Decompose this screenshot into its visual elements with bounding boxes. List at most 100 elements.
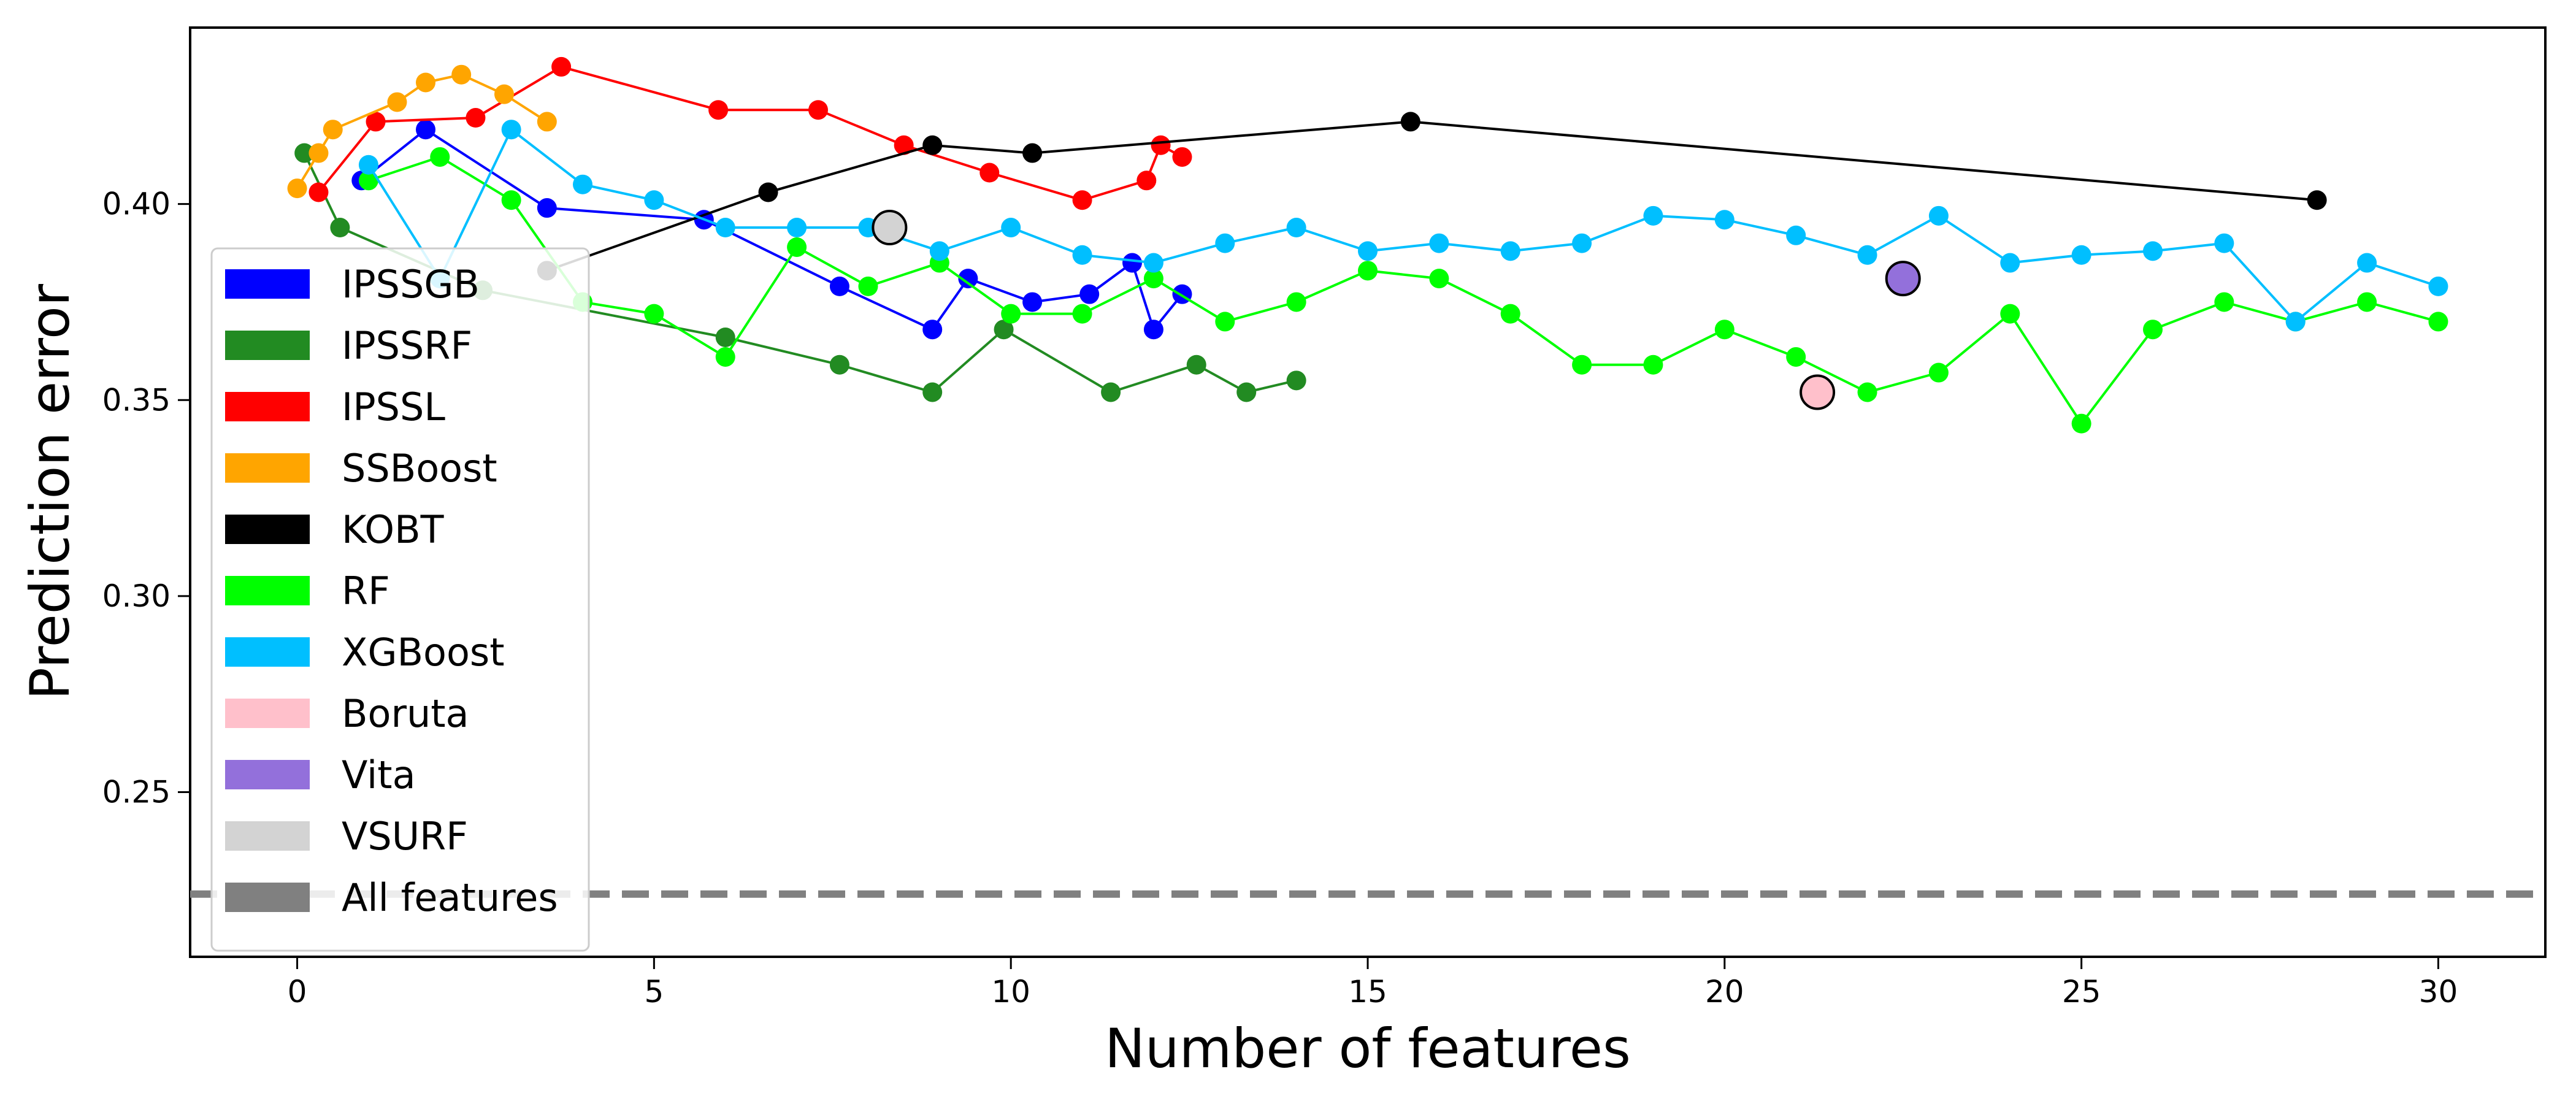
xgboost-point bbox=[715, 218, 735, 238]
legend-label-all-features: All features bbox=[342, 875, 558, 920]
ssboost-point bbox=[323, 120, 343, 140]
ssboost-point bbox=[537, 112, 557, 132]
rf-point bbox=[1714, 320, 1735, 340]
xgboost-point bbox=[1143, 253, 1163, 273]
legend-swatch-vita bbox=[225, 760, 310, 789]
ipssrf-point bbox=[1186, 355, 1206, 375]
y-tick-label: 0.25 bbox=[102, 775, 171, 810]
legend-label-xgboost: XGBoost bbox=[342, 630, 505, 675]
kobt-line bbox=[546, 120, 2317, 272]
ipssrf-point bbox=[715, 328, 735, 347]
x-tick-label: 25 bbox=[2062, 974, 2101, 1010]
rf-point bbox=[501, 190, 521, 210]
xgboost-point bbox=[1928, 205, 1949, 226]
ssboost-point bbox=[494, 84, 514, 104]
xgboost-point bbox=[2143, 241, 2163, 261]
xgboost-point bbox=[1215, 233, 1235, 253]
ipssrf-point bbox=[922, 382, 943, 402]
rf-point bbox=[1928, 362, 1949, 383]
xgboost-series bbox=[358, 120, 2448, 332]
legend-swatch-ssboost bbox=[225, 453, 310, 483]
vita-point bbox=[1885, 261, 1921, 297]
ipssgb-point bbox=[1122, 253, 1142, 273]
x-tick-label: 30 bbox=[2419, 974, 2458, 1010]
rf-point bbox=[1572, 355, 1592, 375]
xgboost-point bbox=[1714, 210, 1735, 230]
xgboost-point bbox=[787, 218, 807, 238]
xgboost-point bbox=[1001, 218, 1021, 238]
legend-swatch-ipssrf bbox=[225, 331, 310, 360]
legend-swatch-ipssl bbox=[225, 392, 310, 421]
ipssgb-point bbox=[1022, 292, 1043, 312]
rf-point bbox=[2071, 413, 2091, 434]
ipssgb-point bbox=[1079, 284, 1100, 304]
ipssrf-point bbox=[1286, 370, 1306, 391]
xgboost-point bbox=[2214, 233, 2234, 253]
ipssgb-point bbox=[922, 320, 943, 340]
x-tick-label: 0 bbox=[288, 974, 307, 1010]
ipssrf-point bbox=[829, 355, 849, 375]
ipssgb-point bbox=[1143, 320, 1163, 340]
rf-point bbox=[1286, 292, 1306, 312]
rf-point bbox=[787, 237, 807, 257]
y-tick-label: 0.35 bbox=[102, 382, 171, 418]
legend-swatch-rf bbox=[225, 576, 310, 605]
rf-point bbox=[1143, 269, 1163, 289]
rf-point bbox=[2143, 320, 2163, 340]
vsurf-point bbox=[872, 210, 908, 246]
rf-point bbox=[858, 276, 878, 296]
rf-point bbox=[1001, 304, 1021, 324]
rf-line bbox=[368, 155, 2439, 425]
rf-point bbox=[1500, 304, 1520, 324]
kobt-point bbox=[922, 135, 943, 155]
ipssgb-point bbox=[537, 198, 557, 218]
xgboost-point bbox=[1358, 241, 1378, 261]
rf-point bbox=[430, 147, 450, 167]
ssboost-point bbox=[416, 72, 435, 93]
legend-swatch-all-features bbox=[225, 883, 310, 912]
ssboost-point bbox=[451, 64, 472, 85]
ipssgb-series bbox=[351, 120, 1192, 340]
ssboost-point bbox=[309, 143, 329, 163]
xgboost-point bbox=[2428, 276, 2448, 296]
xgboost-point bbox=[2285, 312, 2306, 332]
rf-series bbox=[358, 147, 2448, 434]
rf-point bbox=[1215, 312, 1235, 332]
legend-swatch-xgboost bbox=[225, 637, 310, 667]
ipssgb-point bbox=[829, 276, 849, 296]
ipssl-point bbox=[808, 100, 828, 120]
rf-point bbox=[1786, 347, 1806, 367]
rf-point bbox=[1358, 261, 1378, 281]
ipssl-point bbox=[1137, 171, 1157, 191]
legend-label-vsurf: VSURF bbox=[342, 814, 468, 859]
rf-point bbox=[1857, 382, 1877, 402]
ipssgb-point bbox=[958, 269, 978, 289]
rf-point bbox=[715, 347, 735, 367]
ipssgb-line bbox=[361, 128, 1184, 331]
rf-point bbox=[1429, 269, 1449, 289]
y-axis-ticks: 0.25 0.30 0.35 0.40 bbox=[102, 186, 190, 810]
y-axis-label: Prediction error bbox=[18, 283, 82, 700]
ipssrf-point bbox=[1101, 382, 1121, 402]
ipssrf-point bbox=[1236, 382, 1257, 402]
legend-label-ipssgb: IPSSGB bbox=[342, 262, 480, 307]
legend-swatch-kobt bbox=[225, 515, 310, 544]
ssboost-point bbox=[387, 92, 407, 112]
ssboost-point bbox=[287, 178, 307, 199]
xgboost-point bbox=[2000, 253, 2020, 273]
ssboost-series bbox=[287, 64, 557, 199]
legend-label-boruta: Boruta bbox=[342, 691, 469, 736]
kobt-point bbox=[2307, 190, 2327, 210]
ipssl-point bbox=[1151, 135, 1171, 155]
xgboost-point bbox=[1643, 205, 1663, 226]
legend-label-ssboost: SSBoost bbox=[342, 446, 497, 491]
x-axis-ticks: 0 5 10 15 20 25 30 bbox=[288, 957, 2458, 1010]
xgboost-point bbox=[1072, 245, 1092, 265]
legend: IPSSGB IPSSRF IPSSL SSBoost KOBT RF XGBoost Bor… bbox=[210, 247, 590, 952]
xgboost-point bbox=[1857, 245, 1877, 265]
legend-label-vita: Vita bbox=[342, 753, 416, 797]
xgboost-point bbox=[573, 174, 592, 194]
legend-label-rf: RF bbox=[342, 569, 390, 613]
rf-point bbox=[1072, 304, 1092, 324]
